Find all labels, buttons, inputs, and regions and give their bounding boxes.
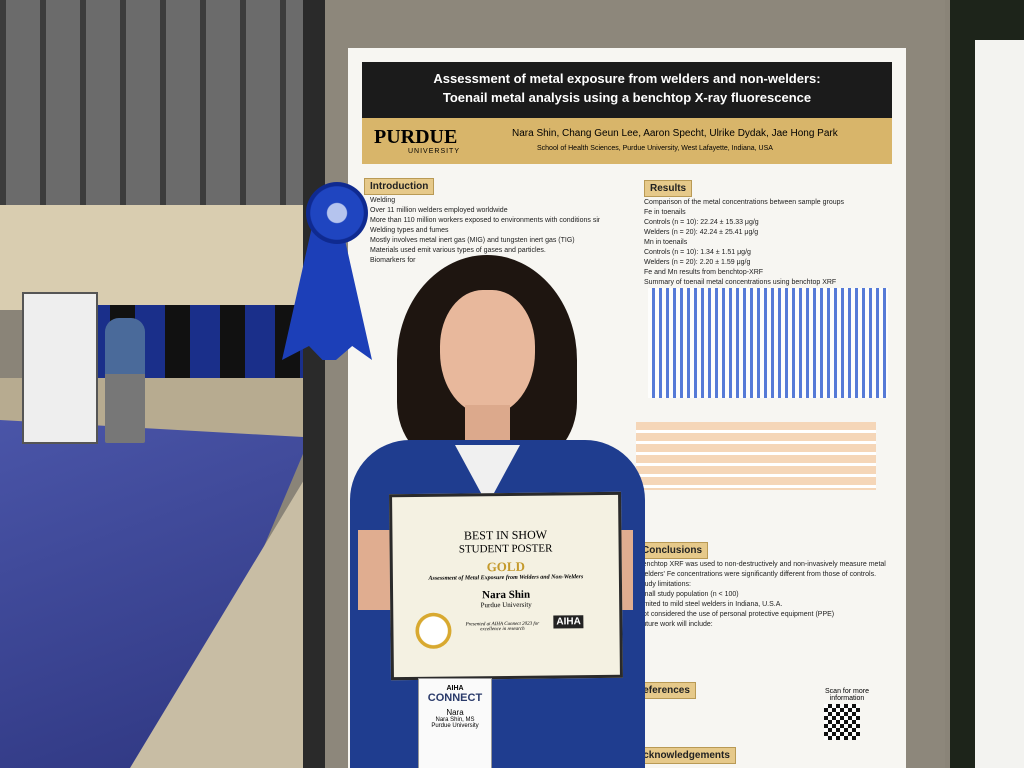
section-header: Acknowledgements [630,747,736,764]
badge: AIHA CONNECT Nara Nara Shin, MS Purdue U… [418,678,492,768]
badge-org: Purdue University [431,723,479,729]
qr-code [824,704,860,740]
poster-text-line: Controls (n = 10): 1.34 ± 1.51 μg/g [644,249,751,256]
poster-text-line: Small study population (n < 100) [638,591,739,598]
poster-text-line: Welders (n = 20): 2.20 ± 1.59 μg/g [644,259,751,266]
results-charts [648,288,888,398]
poster-text-line: Biomarkers for [370,257,416,264]
section-header: References [630,682,696,699]
poster-text-line: Comparison of the metal concentrations b… [644,199,844,206]
face [440,290,535,415]
author-bar: PURDUE UNIVERSITY Nara Shin, Chang Geun … [362,118,892,164]
neighbor-poster-paper [975,40,1024,768]
poster-text-line: Controls (n = 10): 22.24 ± 15.33 μg/g [644,219,759,226]
badge-event: CONNECT [427,692,483,704]
title-line: Assessment of metal exposure from welder… [433,71,821,86]
cert-school: Purdue University [480,600,532,610]
poster-text-line: Limited to mild steel welders in Indiana… [638,601,783,608]
poster-text-line: Welders (n = 20): 42.24 ± 25.41 μg/g [644,229,759,236]
intro-list: Welding Over 11 million welders employed … [370,196,600,266]
cert-subheading: STUDENT POSTER [458,542,553,556]
cert-logo: AIHA [553,615,584,629]
section-header: Results [644,180,693,197]
booth-panel [22,292,98,444]
results-list: Comparison of the metal concentrations b… [644,198,894,288]
poster-text-line: Fe in toenails [644,209,686,216]
logo: PURDUE [374,126,458,148]
conclusions-list: Benchtop XRF was used to non-destructive… [638,560,888,630]
title-bar: Assessment of metal exposure from welder… [362,62,892,118]
badge-full-name: Nara Shin, MS [435,717,475,723]
poster-text-line: Mostly involves metal inert gas (MIG) an… [370,237,575,244]
poster-text-line: Study limitations: [638,581,691,588]
affiliation: School of Health Sciences, Purdue Univer… [537,145,773,152]
board-frame [303,0,325,768]
ceiling [0,0,310,210]
certificate: BEST IN SHOW STUDENT POSTER GOLD Assessm… [389,491,623,681]
scan-note: Scan for more information [825,688,869,702]
poster-text-line: Over 11 million welders employed worldwi… [370,207,508,214]
poster-text-line: Future work will include: [638,621,713,628]
gold-seal [415,612,452,649]
authors: Nara Shin, Chang Geun Lee, Aaron Specht,… [512,128,838,139]
cert-poster-title: Assessment of Metal Exposure from Welder… [428,574,584,582]
poster-text-line: Summary of toenail metal concentrations … [644,279,837,286]
badge-first-name: Nara [446,708,464,717]
poster-text-line: Welding [370,197,396,204]
badge-brand: AIHA [446,685,464,692]
section-header: Introduction [364,178,435,195]
title-line: Toenail metal analysis using a benchtop … [442,90,812,105]
poster-text-line: Benchtop XRF was used to non-destructive… [638,561,888,568]
poster-text-line: Welding types and fumes [370,227,449,234]
person-background [105,318,145,443]
poster-text-line: Materials used emit various types of gas… [370,247,546,254]
poster-text-line: Not considered the use of personal prote… [638,611,835,618]
summary-table [636,422,876,490]
logo-sub: UNIVERSITY [408,148,461,155]
poster-text-line: Welders' Fe concentrations were signific… [638,571,877,578]
section-header: Conclusions [636,542,709,559]
cert-footer: Presented at AIHA Connect 2023 for excel… [465,621,540,633]
poster-text-line: More than 110 million workers exposed to… [370,217,600,224]
ribbon-rosette [306,182,368,244]
poster-text-line: Mn in toenails [644,239,688,246]
poster-text-line: Fe and Mn results from benchtop-XRF [644,269,764,276]
